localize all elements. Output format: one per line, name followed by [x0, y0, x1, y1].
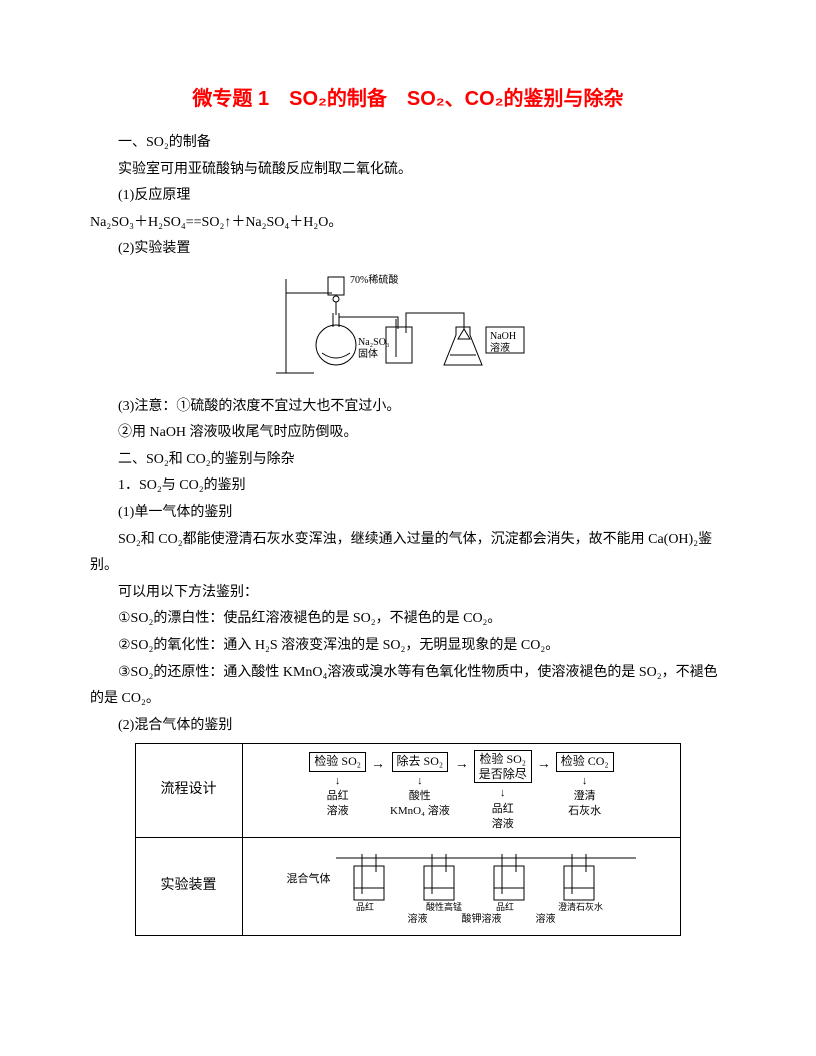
flow-box-3b: 是否除尽: [479, 767, 527, 781]
bottle-2b: 酸钾溶液: [461, 910, 501, 929]
flow-under-3b: 溶液: [474, 818, 532, 831]
method-2: ②SO₂的氧化性：通入 H₂S 溶液变浑浊的是 SO₂，无明显现象的是 CO₂。: [90, 633, 726, 660]
principle-label: (1)反应原理: [90, 183, 726, 210]
bottle-3b: 溶液: [535, 910, 555, 929]
tail-label-1: NaOH: [490, 331, 516, 342]
mixed-gas-label: (2)混合气体的鉴别: [90, 713, 726, 740]
flowchart-cell: 检验 SO₂ ↓ 品红 溶液 → 除去 SO₂ ↓ 酸性 KMnO₄ 溶液 →: [242, 744, 681, 838]
flow-box-2: 除去 SO₂: [392, 752, 449, 772]
flow-under-3a: 品红: [474, 803, 532, 816]
methods-intro: 可以用以下方法鉴别：: [90, 580, 726, 607]
svg-text:澄清石灰水: 澄清石灰水: [558, 901, 603, 912]
section2-sub1: 1．SO₂与 CO₂的鉴别: [90, 473, 726, 500]
row1-label: 流程设计: [135, 744, 242, 838]
identification-table: 流程设计 检验 SO₂ ↓ 品红 溶液 → 除去 SO₂ ↓ 酸性 KMnO₄ …: [135, 743, 682, 936]
section1-intro: 实验室可用亚硫酸钠与硫酸反应制取二氧化硫。: [90, 157, 726, 184]
bottle-1b: 溶液: [407, 910, 427, 929]
wash-bottle-row-icon: 品红 酸性高锰 品红 澄清石灰水: [336, 844, 636, 914]
page-title: 微专题 1 SO₂的制备 SO₂、CO₂的鉴别与除杂: [90, 80, 726, 118]
flow-under-4b: 石灰水: [556, 805, 614, 818]
single-gas-label: (1)单一气体的鉴别: [90, 500, 726, 527]
method-1: ①SO₂的漂白性：使品红溶液褪色的是 SO₂，不褪色的是 CO₂。: [90, 606, 726, 633]
svg-text:酸性高锰: 酸性高锰: [426, 901, 462, 912]
solid-label-2: 固体: [358, 348, 378, 360]
arrow-icon: →: [454, 750, 470, 779]
apparatus-label: (2)实验装置: [90, 236, 726, 263]
single-gas-text: SO₂和 CO₂都能使澄清石灰水变浑浊，继续通入过量的气体，沉淀都会消失，故不能…: [90, 527, 726, 580]
svg-text:品红: 品红: [356, 901, 374, 912]
apparatus-diagram: 70%稀硫酸 Na₂SO₃ 固体 NaOH 溶液: [90, 269, 726, 390]
arrow-icon: →: [536, 750, 552, 779]
tail-label-2: 溶液: [490, 341, 510, 354]
gas-inlet-label: 混合气体: [286, 869, 330, 890]
flow-box-4: 检验 CO₂: [556, 752, 614, 772]
note-2: ②用 NaOH 溶液吸收尾气时应防倒吸。: [90, 420, 726, 447]
flow-box-3: 检验 SO₂ 是否除尽: [474, 750, 532, 783]
section1-heading: 一、SO₂的制备: [90, 130, 726, 157]
section2-heading: 二、SO₂和 CO₂的鉴别与除杂: [90, 447, 726, 474]
flow-under-4a: 澄清: [556, 790, 614, 803]
flow-box-3a: 检验 SO₂: [479, 752, 526, 766]
arrow-icon: →: [370, 750, 386, 779]
row2-label: 实验装置: [135, 838, 242, 936]
flow-under-2b: KMnO₄ 溶液: [390, 805, 450, 818]
flow-under-2a: 酸性: [390, 790, 450, 803]
note-1: (3)注意：①硫酸的浓度不宜过大也不宜过小。: [90, 394, 726, 421]
method-3: ③SO₂的还原性：通入酸性 KMnO₄溶液或溴水等有色氧化性物质中，使溶液褪色的…: [90, 660, 726, 713]
flow-box-1: 检验 SO₂: [309, 752, 366, 772]
flow-under-1a: 品红: [309, 790, 366, 803]
funnel-label: 70%稀硫酸: [350, 273, 398, 286]
solid-label-1: Na₂SO₃: [358, 337, 389, 348]
reaction-equation: Na₂SO₃＋H₂SO₄==SO₂↑＋Na₂SO₄＋H₂O。: [90, 210, 726, 237]
flow-under-1b: 溶液: [309, 805, 366, 818]
apparatus-cell: 混合气体: [242, 838, 681, 936]
